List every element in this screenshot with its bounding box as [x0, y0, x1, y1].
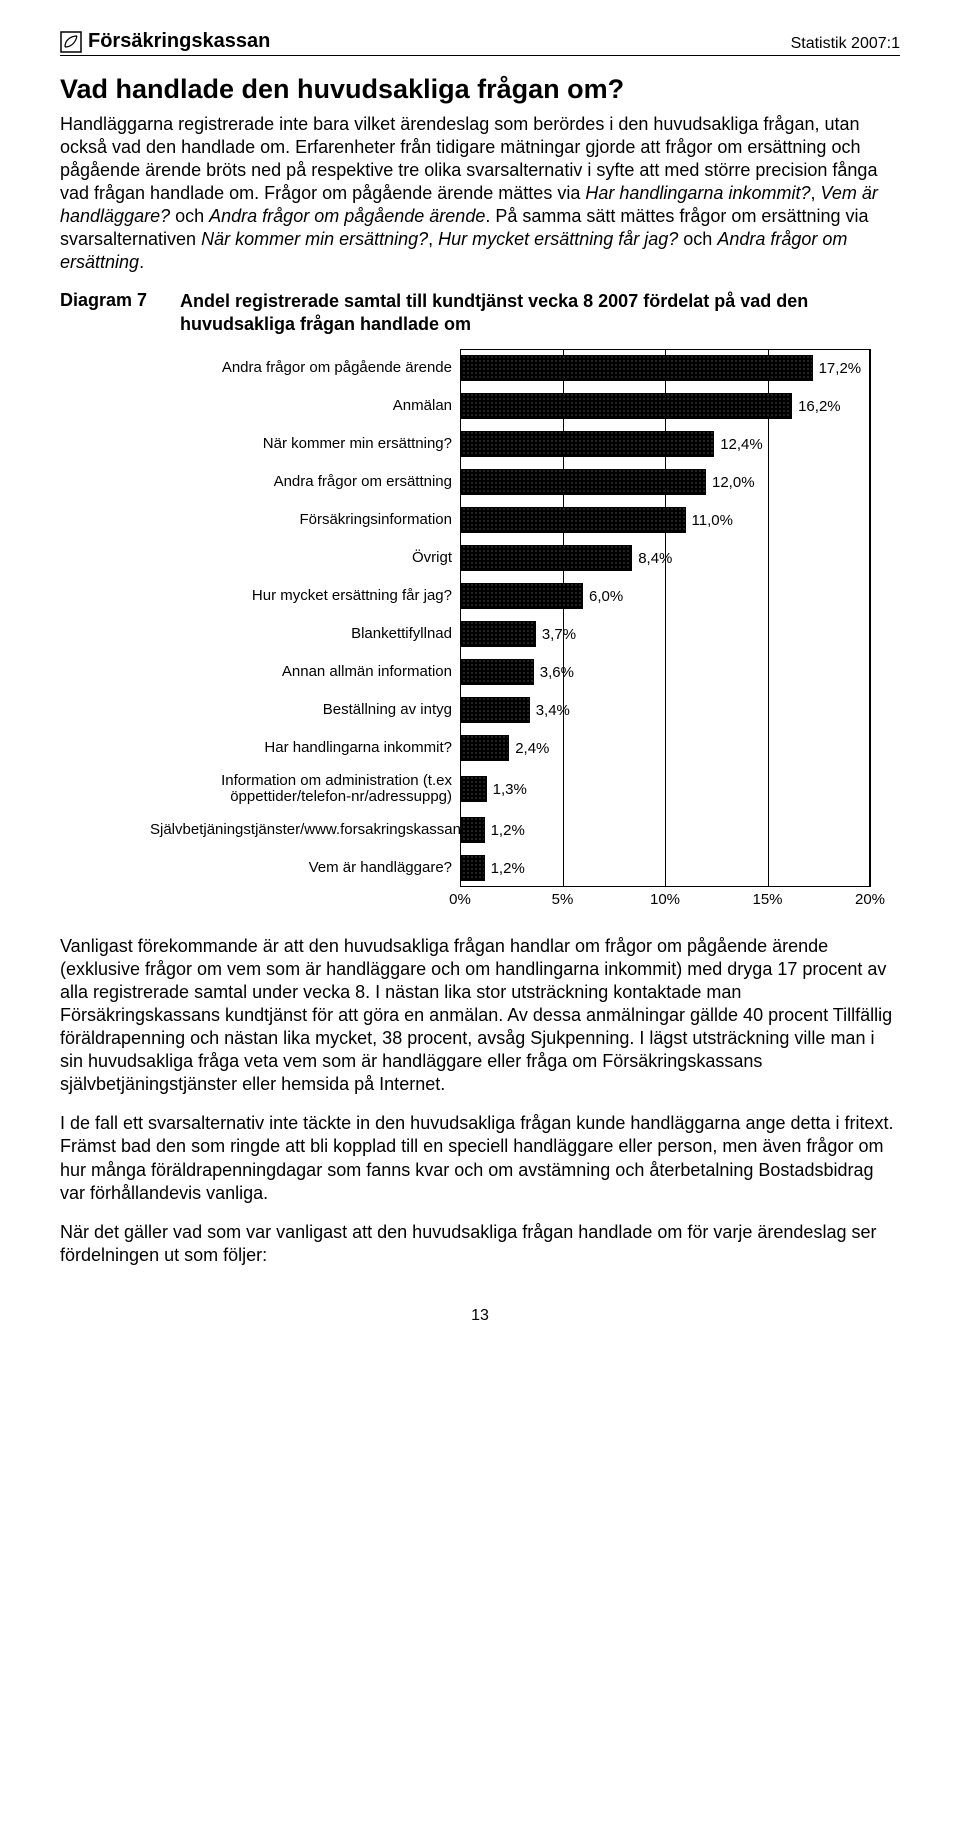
bar-row: Vem är handläggare? 1,2% — [150, 849, 870, 887]
bar — [460, 507, 686, 533]
intro-paragraph: Handläggarna registrerade inte bara vilk… — [60, 113, 900, 274]
bar — [460, 583, 583, 609]
bar-label: Har handlingarna inkommit? — [150, 740, 460, 757]
diagram-title: Andel registrerade samtal till kundtjäns… — [180, 290, 900, 335]
bar-value: 12,0% — [712, 474, 755, 491]
x-axis: 0%5%10%15%20% — [460, 889, 870, 911]
bar-value: 3,4% — [536, 702, 570, 719]
brand-logo: Försäkringskassan — [60, 30, 270, 53]
x-tick-label: 0% — [449, 891, 471, 908]
bar-row: Andra frågor om pågående ärende 17,2% — [150, 349, 870, 387]
x-tick-label: 20% — [855, 891, 885, 908]
bar — [460, 817, 485, 843]
bar — [460, 393, 792, 419]
bar-value: 3,7% — [542, 626, 576, 643]
body-paragraph-1: Vanligast förekommande är att den huvuds… — [60, 935, 900, 1096]
bar-value: 12,4% — [720, 436, 763, 453]
bar-value: 1,3% — [493, 781, 527, 798]
brand-name: Försäkringskassan — [88, 30, 270, 53]
bar-row: Försäkringsinformation 11,0% — [150, 501, 870, 539]
bar-label: Andra frågor om ersättning — [150, 474, 460, 491]
body-paragraph-2: I de fall ett svarsalternativ inte täckt… — [60, 1112, 900, 1204]
bar — [460, 697, 530, 723]
bar-row: Övrigt 8,4% — [150, 539, 870, 577]
bar — [460, 431, 714, 457]
bar-label: Försäkringsinformation — [150, 512, 460, 529]
bar-value: 11,0% — [692, 512, 733, 529]
bar-row: Anmälan 16,2% — [150, 387, 870, 425]
bar-value: 1,2% — [491, 860, 525, 877]
bar-value: 1,2% — [491, 822, 525, 839]
bar-row: Självbetjäningstjänster/www.forsakringsk… — [150, 811, 870, 849]
bar — [460, 545, 632, 571]
bar-row: Har handlingarna inkommit? 2,4% — [150, 729, 870, 767]
bar-value: 6,0% — [589, 588, 623, 605]
bar — [460, 855, 485, 881]
bar-row: Andra frågor om ersättning 12,0% — [150, 463, 870, 501]
bar-row: Blankettifyllnad 3,7% — [150, 615, 870, 653]
bar-value: 8,4% — [638, 550, 672, 567]
bar-label: När kommer min ersättning? — [150, 436, 460, 453]
page-title: Vad handlade den huvudsakliga frågan om? — [60, 74, 900, 105]
bar-row: När kommer min ersättning? 12,4% — [150, 425, 870, 463]
bar-label: Övrigt — [150, 550, 460, 567]
bar-label: Information om administration (t.ex öppe… — [150, 773, 460, 806]
bar — [460, 469, 706, 495]
bar-row: Hur mycket ersättning får jag? 6,0% — [150, 577, 870, 615]
bar-row: Information om administration (t.ex öppe… — [150, 767, 870, 811]
bar — [460, 776, 487, 802]
bar-label: Annan allmän information — [150, 664, 460, 681]
page-header: Försäkringskassan Statistik 2007:1 — [60, 30, 900, 56]
bar — [460, 621, 536, 647]
bar-value: 2,4% — [515, 740, 549, 757]
bar-label: Beställning av intyg — [150, 702, 460, 719]
bar — [460, 735, 509, 761]
bar-chart: Andra frågor om pågående ärende 17,2% Anmä… — [150, 349, 870, 911]
diagram-label: Diagram 7 — [60, 290, 180, 335]
bar-label: Blankettifyllnad — [150, 626, 460, 643]
bar-value: 3,6% — [540, 664, 574, 681]
diagram-heading: Diagram 7 Andel registrerade samtal till… — [60, 290, 900, 335]
bar-row: Beställning av intyg 3,4% — [150, 691, 870, 729]
bar — [460, 355, 813, 381]
bar-label: Anmälan — [150, 398, 460, 415]
bar-label: Hur mycket ersättning får jag? — [150, 588, 460, 605]
bar-value: 16,2% — [798, 398, 841, 415]
x-tick-label: 5% — [552, 891, 574, 908]
bar — [460, 659, 534, 685]
logo-icon — [60, 31, 82, 53]
doc-id: Statistik 2007:1 — [791, 35, 900, 53]
bar-label: Andra frågor om pågående ärende — [150, 360, 460, 377]
bar-value: 17,2% — [819, 360, 862, 377]
page-number: 13 — [60, 1307, 900, 1325]
bar-label: Vem är handläggare? — [150, 860, 460, 877]
x-tick-label: 10% — [650, 891, 680, 908]
x-tick-label: 15% — [752, 891, 782, 908]
bar-label: Självbetjäningstjänster/www.forsakringsk… — [150, 822, 460, 839]
bar-row: Annan allmän information 3,6% — [150, 653, 870, 691]
body-paragraph-3: När det gäller vad som var vanligast att… — [60, 1221, 900, 1267]
